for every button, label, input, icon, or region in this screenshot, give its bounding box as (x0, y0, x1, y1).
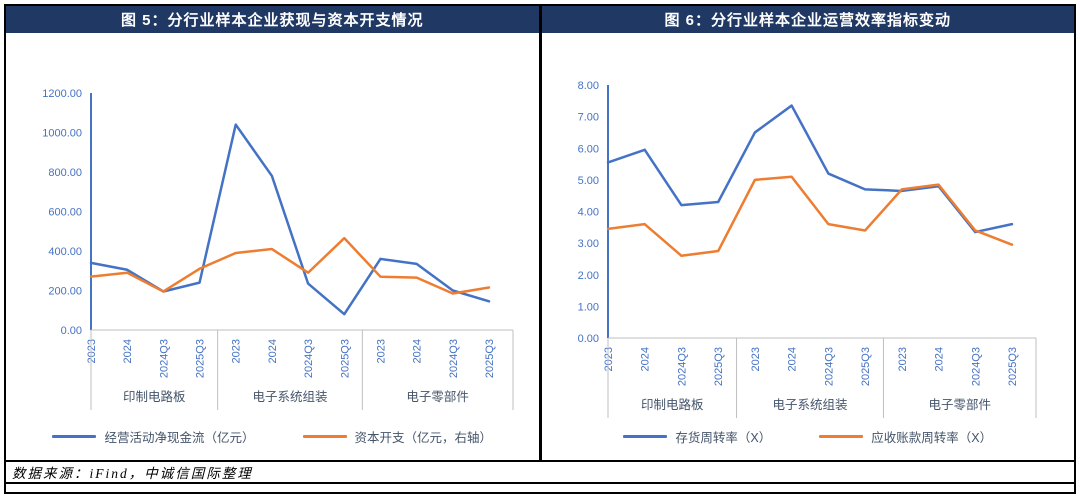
series-line-1 (607, 175, 1014, 258)
y-tick-label: 4.00 (578, 207, 599, 219)
group-label: 电子系统组装 (773, 398, 848, 412)
legend-label: 存货周转率（X） (675, 431, 772, 445)
x-category-label: 2024 (934, 347, 946, 371)
y-tick-label: 8.00 (578, 80, 599, 92)
group-label: 印制电路板 (641, 397, 704, 412)
x-category-label: 2024 (787, 347, 799, 371)
figure5-title: 图 5：分行业样本企业获现与资本开支情况 (120, 12, 424, 29)
series-line-1 (89, 236, 490, 295)
y-tick-label: 3.00 (578, 238, 599, 250)
y-tick-label: 800.00 (48, 167, 82, 179)
figure6-title: 图 6：分行业样本企业运营效率指标变动 (664, 12, 951, 29)
x-category-label: 2024Q3 (303, 339, 315, 378)
legend-item-capex: 资本开支（亿元，右轴） (302, 427, 493, 446)
group-label: 电子零部件 (929, 397, 992, 412)
x-category-label: 2025Q3 (1007, 347, 1019, 386)
figure6-header: 图 6：分行业样本企业运营效率指标变动 (541, 6, 1074, 33)
y-tick-label: 400.00 (48, 246, 82, 258)
x-category-label: 2024 (640, 347, 652, 371)
report-figure-frame: 图 5：分行业样本企业获现与资本开支情况 0.00 200.00 400.00 600… (4, 4, 1076, 494)
x-category-label: 2023 (86, 339, 98, 363)
x-category-label: 2024Q3 (448, 339, 460, 378)
x-category-label: 2025Q3 (484, 339, 496, 378)
data-source-bar: 数据来源：iFind，中诚信国际整理 (6, 462, 1074, 484)
chart-panels: 图 5：分行业样本企业获现与资本开支情况 0.00 200.00 400.00 600… (6, 6, 1074, 462)
x-category-label: 2024Q3 (158, 339, 170, 378)
legend-line-swatch-orange (302, 435, 347, 438)
y-tick-label: 1200.00 (42, 88, 82, 100)
group-label: 电子零部件 (406, 389, 469, 404)
legend-item-net-cash-flow: 经营活动净现金流（亿元） (52, 427, 255, 446)
x-category-label: 2024Q3 (677, 347, 689, 386)
y-tick-label: 1.00 (578, 301, 599, 313)
x-category-label: 2023 (230, 339, 242, 363)
group-label: 电子系统组装 (252, 390, 327, 404)
x-category-label: 2025Q3 (713, 347, 725, 386)
figure6-line-chart: 0.00 1.00 2.00 3.00 4.00 5.00 6.00 7.00 8.00 2023… (578, 80, 1037, 418)
x-category-label: 2024Q3 (824, 347, 836, 386)
figure5-line-chart: 0.00 200.00 400.00 600.00 800.00 1000.00 1200.… (42, 88, 514, 410)
figure5-panel: 图 5：分行业样本企业获现与资本开支情况 0.00 200.00 400.00 600… (6, 6, 539, 460)
legend-label: 经营活动净现金流（亿元） (104, 431, 255, 445)
x-category-label: 2025Q3 (860, 347, 872, 386)
x-category-label: 2023 (375, 339, 387, 363)
x-category-label: 2023 (750, 347, 762, 371)
legend-item-receivables-turnover: 应收账款周转率（X） (819, 427, 992, 446)
x-category-label: 2025Q3 (194, 339, 206, 378)
y-tick-label: 6.00 (578, 143, 599, 155)
y-tick-label: 0.00 (60, 325, 81, 337)
x-category-label: 2024 (122, 339, 134, 363)
y-tick-label: 200.00 (48, 286, 82, 298)
x-category-label: 2023 (897, 347, 909, 371)
legend-label: 资本开支（亿元，右轴） (354, 431, 493, 445)
y-tick-label: 5.00 (578, 175, 599, 187)
figure5-header: 图 5：分行业样本企业获现与资本开支情况 (6, 6, 539, 33)
figure5-legend: 经营活动净现金流（亿元） 资本开支（亿元，右轴） (6, 427, 539, 446)
x-category-label: 2024Q3 (971, 347, 983, 386)
figure6-legend: 存货周转率（X） 应收账款周转率（X） (542, 427, 1075, 446)
figure6-panel: 图 6：分行业样本企业运营效率指标变动 0.00 1.00 2.00 3.00 4.00… (538, 6, 1075, 460)
x-category-label: 2024 (411, 339, 423, 363)
legend-line-swatch-blue (52, 435, 97, 438)
x-category-label: 2024 (267, 339, 279, 363)
series-line-0 (607, 104, 1014, 234)
figure5-chart-area: 0.00 200.00 400.00 600.00 800.00 1000.00 1200.… (6, 33, 539, 460)
legend-label: 应收账款周转率（X） (871, 431, 993, 445)
group-label: 印制电路板 (123, 389, 186, 404)
x-category-label: 2023 (603, 347, 615, 371)
legend-line-swatch-blue (623, 435, 668, 438)
data-source-text: 数据来源：iFind，中诚信国际整理 (12, 466, 253, 481)
y-tick-label: 7.00 (578, 112, 599, 124)
y-tick-label: 600.00 (48, 207, 82, 219)
legend-item-inventory-turnover: 存货周转率（X） (623, 427, 771, 446)
x-category-label: 2025Q3 (339, 339, 351, 378)
y-tick-label: 0.00 (578, 333, 599, 345)
figure6-chart-area: 0.00 1.00 2.00 3.00 4.00 5.00 6.00 7.00 8.00 2023… (542, 33, 1075, 460)
bottom-margin-strip (6, 484, 1074, 492)
y-tick-label: 2.00 (578, 270, 599, 282)
legend-line-swatch-orange (819, 435, 864, 438)
y-tick-label: 1000.00 (42, 128, 82, 140)
